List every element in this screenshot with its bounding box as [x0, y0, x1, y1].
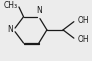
Text: OH: OH: [77, 16, 89, 25]
Text: N: N: [7, 25, 13, 34]
Text: OH: OH: [77, 35, 89, 44]
Text: N: N: [36, 6, 42, 15]
Text: CH₃: CH₃: [3, 1, 17, 10]
